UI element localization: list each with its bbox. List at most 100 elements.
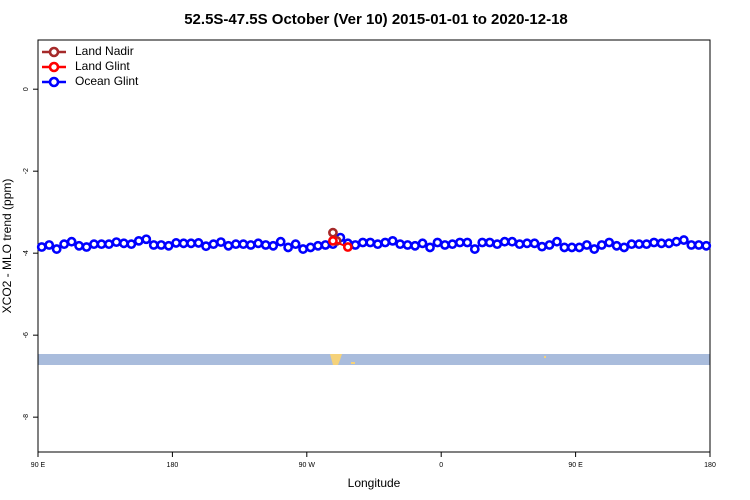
data-point [372, 239, 383, 250]
data-point [245, 240, 256, 250]
data-point [74, 240, 84, 251]
x-tick-label: 180 [167, 462, 179, 469]
data-point [454, 237, 465, 248]
data-point [544, 240, 555, 250]
data-point [566, 242, 577, 253]
legend-marker [48, 46, 60, 58]
data-point [216, 237, 226, 248]
data-point [596, 240, 607, 250]
data-point [104, 239, 114, 250]
data-point [425, 242, 435, 253]
data-point [328, 227, 338, 238]
data-point [275, 236, 286, 247]
data-point [156, 240, 167, 250]
data-point [611, 240, 622, 251]
land-patch [544, 356, 546, 358]
data-point [447, 239, 458, 250]
ocean-strip [38, 354, 710, 365]
data-point [223, 240, 234, 251]
x-tick-label: 0 [439, 462, 443, 469]
legend-marker [48, 61, 60, 73]
legend-label: Land Nadir [75, 44, 134, 58]
data-point [81, 242, 92, 252]
data-point [514, 239, 525, 250]
data-point [186, 238, 196, 249]
data-point [410, 240, 420, 251]
data-point [298, 244, 308, 254]
data-point [678, 235, 689, 245]
data-point [96, 239, 107, 250]
data-point [395, 239, 406, 250]
data-point [664, 238, 674, 249]
data-point [641, 239, 652, 250]
data-point [89, 239, 99, 250]
data-point [342, 242, 353, 252]
land-patch [351, 362, 355, 364]
data-point [581, 240, 592, 250]
data-point [552, 236, 562, 247]
data-point [604, 237, 615, 248]
data-point [253, 238, 264, 249]
data-point [283, 242, 294, 253]
y-tick-label: -6 [23, 332, 30, 338]
data-point [320, 240, 331, 250]
data-point [201, 241, 211, 252]
data-point [290, 239, 301, 250]
data-point [148, 240, 159, 250]
data-point [328, 235, 338, 246]
data-point [268, 240, 279, 251]
data-point [522, 238, 532, 249]
y-tick-label: 0 [23, 87, 30, 91]
data-point [619, 242, 630, 253]
data-point [387, 235, 398, 246]
legend-marker [48, 76, 60, 88]
land-patch [330, 354, 342, 365]
data-point [208, 239, 219, 250]
x-tick-label: 90 W [299, 462, 316, 469]
y-axis-label: XCO2 - MLO trend (ppm) [0, 179, 14, 314]
legend-label: Land Glint [75, 59, 130, 73]
data-point [507, 236, 518, 247]
data-point [111, 237, 122, 248]
data-point [649, 237, 659, 248]
data-point [626, 239, 637, 250]
data-point [484, 237, 495, 248]
data-point [559, 242, 570, 253]
data-point [440, 240, 450, 250]
x-tick-label: 90 E [568, 462, 583, 469]
data-point [357, 237, 368, 248]
data-point [499, 236, 510, 247]
data-point [36, 242, 47, 252]
y-tick-label: -8 [23, 414, 30, 420]
data-point [126, 239, 137, 250]
data-point [380, 237, 391, 248]
data-point [44, 240, 55, 250]
data-point [417, 238, 428, 249]
data-point [402, 240, 413, 250]
data-point [178, 238, 189, 249]
data-point [477, 237, 488, 248]
data-point [350, 240, 361, 250]
data-point [656, 238, 667, 249]
data-point [163, 240, 174, 251]
data-point [193, 238, 204, 248]
data-point [492, 239, 503, 250]
data-point [686, 240, 697, 250]
data-point [529, 238, 540, 249]
data-point [671, 236, 682, 247]
chart-title: 52.5S-47.5S October (Ver 10) 2015-01-01 … [184, 11, 568, 28]
data-point [305, 242, 316, 253]
land-ocean-strip [38, 354, 710, 365]
y-tick-label: -4 [23, 250, 30, 256]
data-point [51, 244, 62, 254]
data-point [589, 244, 600, 254]
data-point [432, 237, 443, 248]
data-point [133, 235, 144, 246]
data-point [230, 239, 241, 250]
data-point [537, 241, 547, 252]
x-axis-label: Longitude [348, 476, 401, 490]
data-point [574, 242, 585, 253]
series [36, 232, 712, 254]
x-tick-label: 180 [704, 462, 716, 469]
